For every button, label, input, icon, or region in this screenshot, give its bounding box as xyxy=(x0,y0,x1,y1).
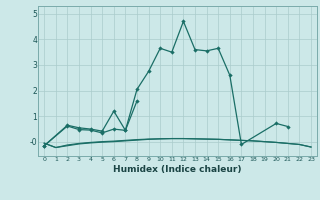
X-axis label: Humidex (Indice chaleur): Humidex (Indice chaleur) xyxy=(113,165,242,174)
